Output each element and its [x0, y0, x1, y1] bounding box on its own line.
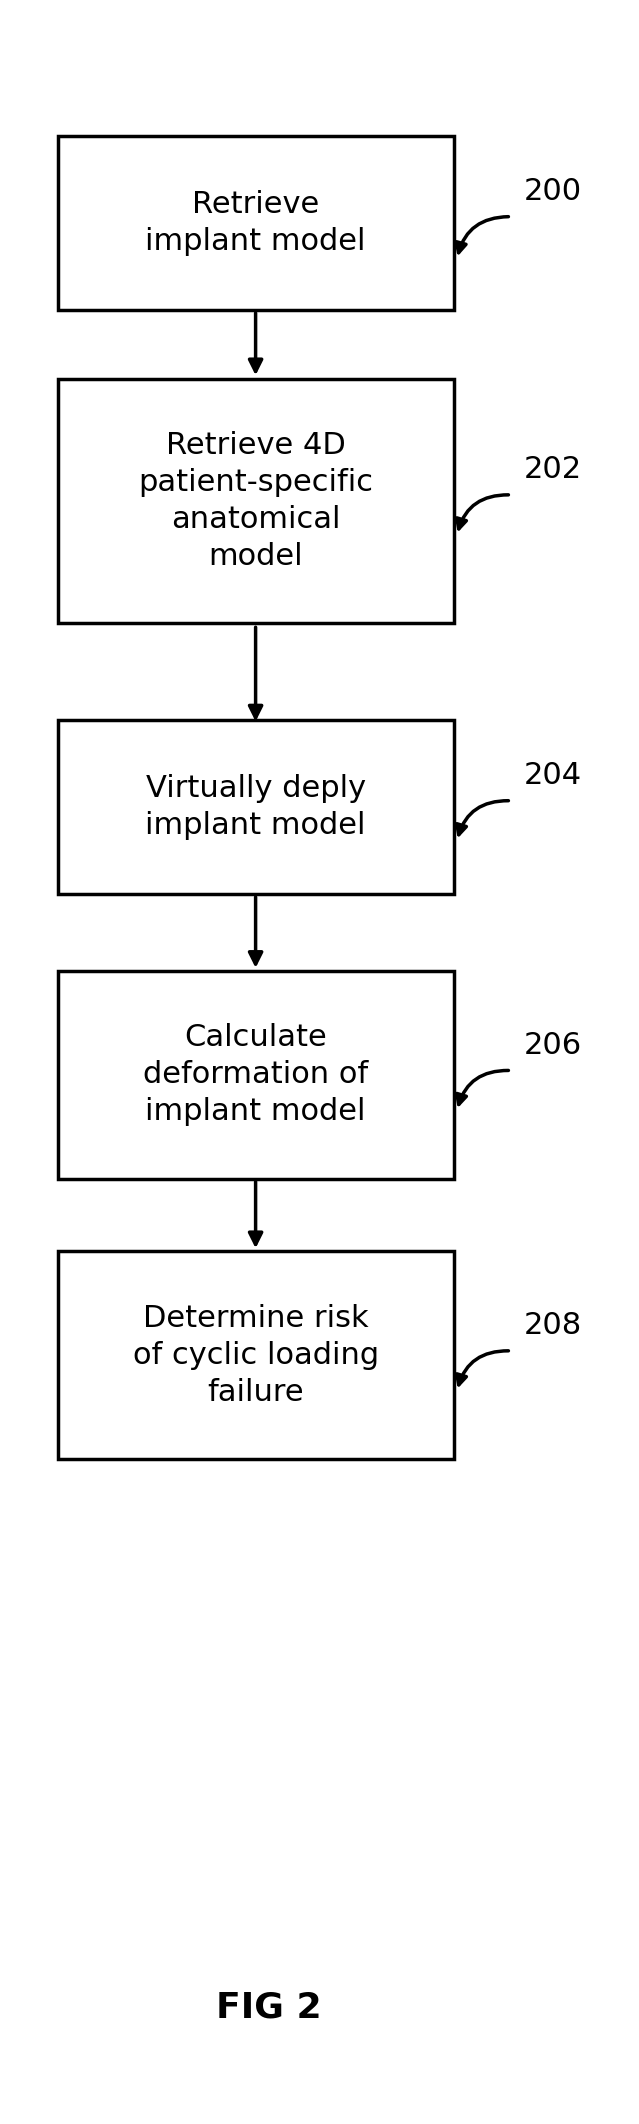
- Text: Determine risk
of cyclic loading
failure: Determine risk of cyclic loading failure: [132, 1304, 379, 1406]
- FancyArrowPatch shape: [456, 217, 509, 253]
- FancyBboxPatch shape: [58, 136, 454, 310]
- FancyBboxPatch shape: [58, 1251, 454, 1459]
- Text: 204: 204: [524, 760, 582, 790]
- FancyArrowPatch shape: [457, 1351, 509, 1385]
- FancyBboxPatch shape: [58, 378, 454, 624]
- Text: Retrieve 4D
patient-specific
anatomical
model: Retrieve 4D patient-specific anatomical …: [138, 431, 373, 571]
- FancyBboxPatch shape: [58, 971, 454, 1179]
- FancyArrowPatch shape: [457, 1070, 509, 1104]
- FancyArrowPatch shape: [457, 801, 509, 835]
- Text: 206: 206: [524, 1030, 582, 1060]
- Text: 202: 202: [524, 455, 582, 484]
- Text: Virtually deply
implant model: Virtually deply implant model: [145, 773, 366, 841]
- FancyBboxPatch shape: [58, 720, 454, 894]
- Text: FIG 2: FIG 2: [215, 1990, 321, 2024]
- Text: Calculate
deformation of
implant model: Calculate deformation of implant model: [143, 1024, 368, 1126]
- Text: 200: 200: [524, 176, 582, 206]
- Text: 208: 208: [524, 1311, 582, 1340]
- FancyArrowPatch shape: [457, 495, 509, 529]
- Text: Retrieve
implant model: Retrieve implant model: [145, 189, 366, 257]
